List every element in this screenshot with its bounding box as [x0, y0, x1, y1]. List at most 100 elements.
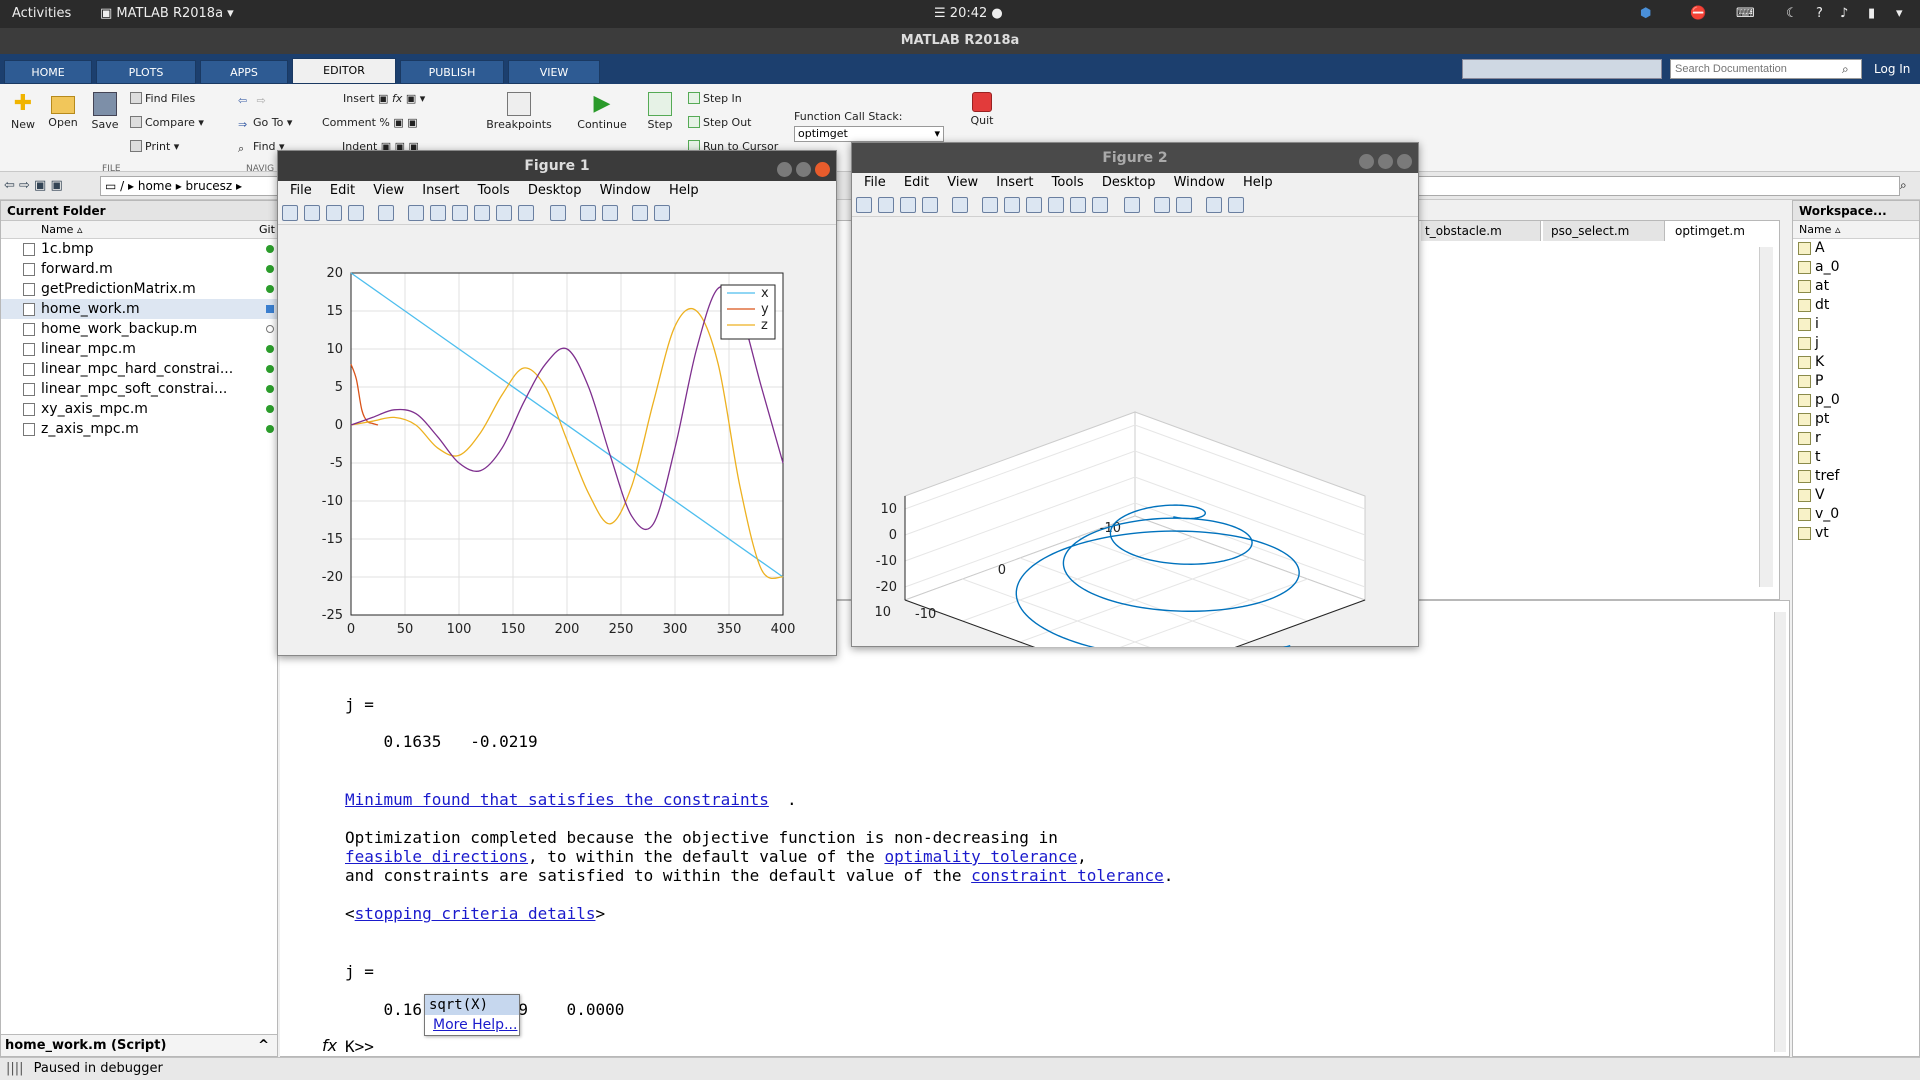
- open-icon[interactable]: [304, 205, 320, 221]
- list-item[interactable]: i: [1793, 315, 1919, 334]
- battery-icon[interactable]: ▮: [1868, 6, 1876, 21]
- menu-insert[interactable]: Insert: [996, 175, 1034, 190]
- hide-plot-tools-icon[interactable]: [1206, 197, 1222, 213]
- tab-home[interactable]: HOME: [4, 60, 92, 84]
- list-item[interactable]: linear_mpc.m: [1, 339, 277, 359]
- app-menu[interactable]: ▣ MATLAB R2018a ▾: [100, 6, 234, 21]
- list-item[interactable]: v_0: [1793, 505, 1919, 524]
- stopping-criteria-link[interactable]: stopping criteria details: [354, 904, 596, 923]
- legend-icon[interactable]: [602, 205, 618, 221]
- list-item[interactable]: t: [1793, 448, 1919, 467]
- list-item-selected[interactable]: home_work.m: [1, 299, 277, 319]
- figure2-titlebar[interactable]: Figure 2: [852, 143, 1418, 173]
- print-icon[interactable]: [922, 197, 938, 213]
- quick-access-toolbar[interactable]: [1462, 59, 1662, 79]
- data-cursor-icon[interactable]: [496, 205, 512, 221]
- figure2-window[interactable]: Figure 2 File Edit View Insert Tools Des…: [851, 142, 1419, 706]
- step-button[interactable]: Step: [640, 92, 680, 131]
- menu-help[interactable]: Help: [1243, 175, 1273, 190]
- comment-button[interactable]: Comment % ▣ ▣: [322, 116, 418, 129]
- constraint-tolerance-link[interactable]: constraint tolerance: [971, 866, 1164, 885]
- find-files-button[interactable]: Find Files: [130, 92, 195, 105]
- list-item[interactable]: A: [1793, 239, 1919, 258]
- new-button[interactable]: ✚ New: [11, 91, 35, 132]
- minimize-icon[interactable]: [1359, 154, 1374, 169]
- maximize-icon[interactable]: [796, 162, 811, 177]
- list-item[interactable]: j: [1793, 334, 1919, 353]
- rotate-icon[interactable]: [474, 205, 490, 221]
- continue-button[interactable]: ▶ Continue: [577, 91, 627, 132]
- link-plot-icon[interactable]: [1124, 197, 1140, 213]
- list-item[interactable]: vt: [1793, 524, 1919, 543]
- menu-window[interactable]: Window: [599, 183, 651, 198]
- close-icon[interactable]: [815, 162, 830, 177]
- zoom-in-icon[interactable]: [408, 205, 424, 221]
- save-icon[interactable]: [326, 205, 342, 221]
- list-item[interactable]: tref: [1793, 467, 1919, 486]
- step-in-button[interactable]: Step In: [688, 92, 742, 105]
- list-item[interactable]: P: [1793, 372, 1919, 391]
- menu-file[interactable]: File: [290, 183, 312, 198]
- editor-tab[interactable]: pso_select.m: [1543, 221, 1665, 241]
- tab-editor[interactable]: EDITOR: [292, 58, 396, 84]
- nav-arrows-icon[interactable]: ⇦ ⇨ ▣ ▣: [4, 178, 63, 193]
- hide-plot-tools-icon[interactable]: [632, 205, 648, 221]
- function-hint-tooltip[interactable]: sqrt(X) More Help...: [424, 994, 520, 1036]
- breakpoints-button[interactable]: Breakpoints: [478, 92, 560, 131]
- list-item[interactable]: K: [1793, 353, 1919, 372]
- menu-edit[interactable]: Edit: [329, 183, 356, 198]
- go-to-button[interactable]: ⇒ Go To ▾: [238, 116, 293, 131]
- volume-icon[interactable]: ♪: [1840, 6, 1849, 21]
- minimize-icon[interactable]: [777, 162, 792, 177]
- maximize-icon[interactable]: [1378, 154, 1393, 169]
- colorbar-icon[interactable]: [580, 205, 596, 221]
- insert-button[interactable]: Insert ▣ fx ▣ ▾: [343, 92, 426, 105]
- figure1-window[interactable]: Figure 1 File Edit View Insert Tools Des…: [277, 150, 837, 656]
- open-icon[interactable]: [878, 197, 894, 213]
- dropdown-icon[interactable]: ▾: [1896, 6, 1903, 21]
- list-item[interactable]: xy_axis_mpc.m: [1, 399, 277, 419]
- tab-plots[interactable]: PLOTS: [96, 60, 196, 84]
- zoom-in-icon[interactable]: [982, 197, 998, 213]
- list-item[interactable]: 1c.bmp: [1, 239, 277, 259]
- fx-icon[interactable]: fx: [322, 1036, 338, 1055]
- rotate-icon[interactable]: [1048, 197, 1064, 213]
- tab-apps[interactable]: APPS: [200, 60, 288, 84]
- save-button[interactable]: Save: [88, 92, 122, 131]
- show-plot-tools-icon[interactable]: [654, 205, 670, 221]
- list-item[interactable]: forward.m: [1, 259, 277, 279]
- find-button[interactable]: ⌕ Find ▾: [238, 140, 285, 155]
- new-figure-icon[interactable]: [856, 197, 872, 213]
- editor-tab-active[interactable]: optimget.m: [1665, 221, 1777, 241]
- editor-scrollbar[interactable]: [1759, 247, 1773, 587]
- keyboard-icon[interactable]: ⌨: [1736, 6, 1755, 21]
- menu-tools[interactable]: Tools: [477, 183, 510, 198]
- colorbar-icon[interactable]: [1154, 197, 1170, 213]
- function-call-stack-select[interactable]: optimget ▾: [794, 126, 944, 142]
- log-in-link[interactable]: Log In: [1874, 62, 1911, 76]
- list-item[interactable]: home_work_backup.m: [1, 319, 277, 339]
- debug-prompt[interactable]: K>>: [345, 1037, 374, 1056]
- command-scrollbar[interactable]: [1774, 612, 1786, 1052]
- indent-button[interactable]: Indent ▣ ▣ ▣: [342, 140, 419, 153]
- menu-edit[interactable]: Edit: [903, 175, 930, 190]
- run-to-cursor-button[interactable]: Run to Cursor: [688, 140, 778, 153]
- data-cursor-icon[interactable]: [1070, 197, 1086, 213]
- clock[interactable]: ☰ 20:42 ●: [934, 6, 1003, 21]
- zoom-out-icon[interactable]: [430, 205, 446, 221]
- menu-desktop[interactable]: Desktop: [1101, 175, 1156, 190]
- pan-icon[interactable]: [452, 205, 468, 221]
- link-plot-icon[interactable]: [550, 205, 566, 221]
- open-button[interactable]: Open: [46, 92, 80, 129]
- show-plot-tools-icon[interactable]: [1228, 197, 1244, 213]
- list-item[interactable]: linear_mpc_hard_constrai...: [1, 359, 277, 379]
- close-icon[interactable]: [1397, 154, 1412, 169]
- brush-icon[interactable]: [1092, 197, 1108, 213]
- menu-insert[interactable]: Insert: [422, 183, 460, 198]
- activities-button[interactable]: Activities: [12, 6, 72, 21]
- new-figure-icon[interactable]: [282, 205, 298, 221]
- list-item[interactable]: linear_mpc_soft_constrai...: [1, 379, 277, 399]
- column-header[interactable]: Name ▵ Git: [1, 221, 277, 239]
- list-item[interactable]: pt: [1793, 410, 1919, 429]
